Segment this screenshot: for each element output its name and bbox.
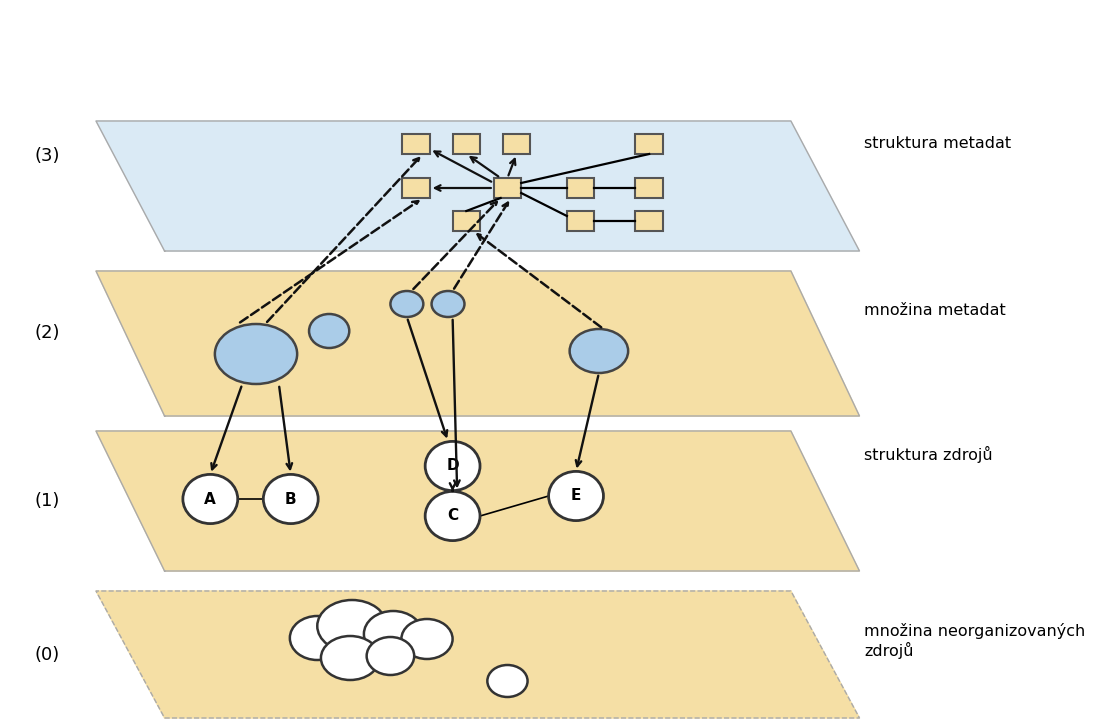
Text: (1): (1) bbox=[34, 492, 60, 510]
Text: E: E bbox=[571, 489, 582, 504]
Ellipse shape bbox=[321, 636, 379, 680]
Text: (3): (3) bbox=[34, 147, 60, 165]
FancyBboxPatch shape bbox=[636, 134, 663, 154]
FancyBboxPatch shape bbox=[636, 211, 663, 231]
Text: množina neorganizovaných
zdrojů: množina neorganizovaných zdrojů bbox=[864, 623, 1086, 659]
Polygon shape bbox=[96, 271, 860, 416]
Text: (0): (0) bbox=[35, 645, 60, 664]
Ellipse shape bbox=[290, 616, 345, 660]
Text: D: D bbox=[447, 459, 459, 473]
Ellipse shape bbox=[548, 471, 604, 521]
Ellipse shape bbox=[264, 474, 318, 523]
Ellipse shape bbox=[215, 324, 297, 384]
Ellipse shape bbox=[431, 291, 464, 317]
FancyBboxPatch shape bbox=[636, 178, 663, 198]
Text: (2): (2) bbox=[34, 325, 60, 343]
Ellipse shape bbox=[367, 637, 414, 675]
Ellipse shape bbox=[363, 611, 422, 657]
Text: C: C bbox=[447, 508, 458, 523]
Text: A: A bbox=[204, 492, 216, 507]
FancyBboxPatch shape bbox=[402, 178, 430, 198]
Ellipse shape bbox=[425, 492, 480, 541]
FancyBboxPatch shape bbox=[567, 178, 594, 198]
Text: B: B bbox=[285, 492, 297, 507]
Polygon shape bbox=[96, 121, 860, 251]
FancyBboxPatch shape bbox=[567, 211, 594, 231]
Polygon shape bbox=[96, 591, 860, 718]
FancyBboxPatch shape bbox=[494, 178, 521, 198]
Text: množina metadat: množina metadat bbox=[864, 303, 1006, 319]
Text: struktura metadat: struktura metadat bbox=[864, 136, 1012, 152]
FancyBboxPatch shape bbox=[503, 134, 531, 154]
Ellipse shape bbox=[425, 441, 480, 491]
Ellipse shape bbox=[488, 665, 527, 697]
Ellipse shape bbox=[183, 474, 238, 523]
Ellipse shape bbox=[401, 619, 452, 659]
FancyBboxPatch shape bbox=[452, 134, 480, 154]
Polygon shape bbox=[96, 431, 860, 571]
FancyBboxPatch shape bbox=[402, 134, 430, 154]
Ellipse shape bbox=[390, 291, 423, 317]
Text: struktura zdrojů: struktura zdrojů bbox=[864, 446, 993, 462]
FancyBboxPatch shape bbox=[452, 211, 480, 231]
Ellipse shape bbox=[570, 329, 628, 373]
Ellipse shape bbox=[309, 314, 349, 348]
Ellipse shape bbox=[317, 600, 387, 652]
